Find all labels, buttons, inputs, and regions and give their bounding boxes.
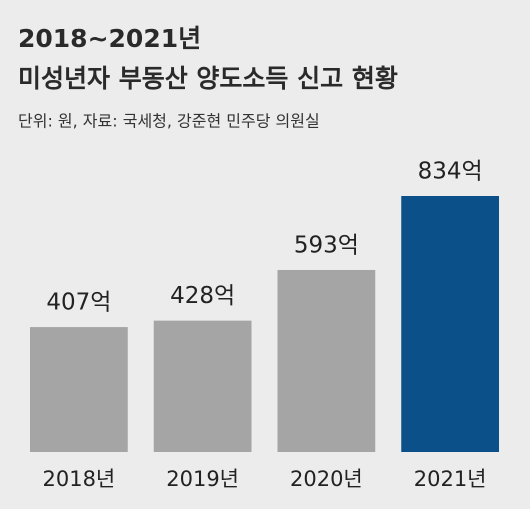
bar [401, 196, 500, 452]
value-label: 428억 [170, 283, 235, 309]
x-tick-label: 2018년 [42, 467, 115, 491]
chart-title: 2018~2021년 [18, 24, 201, 53]
value-label: 834억 [418, 159, 483, 185]
bar [277, 269, 376, 452]
bar [153, 320, 252, 452]
bar [29, 327, 128, 452]
chart-source: 단위: 원, 자료: 국세청, 강준현 민주당 의원실 [18, 112, 320, 131]
value-label: 407억 [46, 290, 111, 316]
x-tick-label: 2021년 [414, 467, 487, 491]
value-label: 593억 [294, 232, 359, 258]
x-tick-label: 2020년 [290, 467, 363, 491]
x-tick-label: 2019년 [166, 467, 239, 491]
chart-subtitle: 미성년자 부동산 양도소득 신고 현황 [18, 64, 398, 93]
